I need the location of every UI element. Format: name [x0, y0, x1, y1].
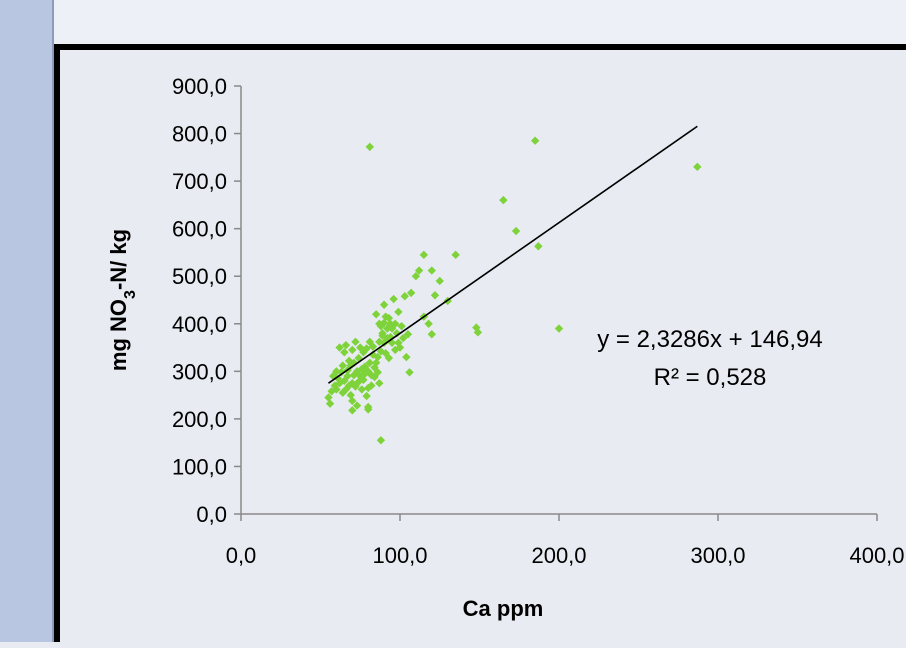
y-tick-label: 600,0 — [172, 217, 227, 242]
x-tick-label: 0,0 — [226, 543, 257, 568]
top-band — [54, 0, 906, 44]
data-point — [362, 344, 371, 353]
y-axis-title-part-2: -N/ kg — [106, 229, 131, 290]
data-point — [419, 250, 429, 260]
data-point — [364, 405, 373, 414]
data-point — [394, 307, 403, 317]
data-point — [365, 358, 374, 367]
y-axis-title-subscript: 3 — [122, 290, 139, 299]
y-tick-label: 500,0 — [172, 264, 227, 289]
data-point — [348, 345, 357, 355]
data-point — [362, 391, 371, 401]
side-panel — [0, 0, 54, 642]
data-point — [384, 353, 394, 363]
data-point — [403, 330, 413, 339]
data-points — [324, 136, 702, 445]
x-tick-label: 300,0 — [690, 543, 745, 568]
data-point — [368, 342, 378, 351]
data-point — [376, 436, 386, 445]
data-point — [693, 162, 702, 172]
data-point — [357, 385, 367, 394]
data-point — [451, 250, 460, 260]
y-tick-label: 800,0 — [172, 122, 227, 147]
data-point — [391, 319, 400, 328]
data-point — [411, 272, 421, 281]
trendline — [327, 125, 698, 384]
data-point — [324, 393, 333, 402]
chart-frame: 0,0 100,0 200,0 300,0 400,0 500,0 600,0 700,0 80… — [54, 44, 906, 642]
y-axis-ticks: 0,0 100,0 200,0 300,0 400,0 500,0 600,0 700,0 80… — [172, 74, 241, 527]
data-point — [499, 195, 508, 205]
data-point — [365, 142, 374, 152]
data-point — [348, 406, 357, 415]
data-point — [338, 361, 347, 370]
data-point — [398, 333, 408, 343]
data-point — [352, 401, 362, 410]
x-axis-title: Ca ppm — [463, 596, 544, 621]
data-point — [397, 321, 406, 331]
data-point — [395, 343, 405, 352]
data-point — [341, 340, 351, 350]
data-point — [554, 324, 564, 333]
data-point — [336, 368, 346, 377]
data-point — [534, 242, 543, 251]
data-point — [332, 385, 341, 394]
data-point — [414, 266, 424, 275]
x-tick-label: 100,0 — [372, 543, 427, 568]
y-tick-label: 400,0 — [172, 312, 227, 337]
data-point — [335, 343, 344, 352]
x-tick-label: 400,0 — [849, 543, 904, 568]
data-point — [351, 337, 360, 347]
x-axis-ticks: 0,0 100,0 200,0 300,0 400,0 — [226, 514, 905, 568]
trendline-r-squared: R² = 0,528 — [654, 364, 767, 391]
y-tick-label: 100,0 — [172, 454, 227, 479]
data-point — [379, 318, 389, 328]
data-point — [435, 276, 444, 286]
y-axis-title: mg NO3-N/ kg — [106, 229, 139, 371]
data-point — [340, 348, 349, 357]
y-tick-label: 200,0 — [172, 407, 227, 432]
data-point — [430, 291, 440, 300]
trendline-equation: y = 2,3286x + 146,94 — [597, 326, 823, 353]
data-point — [392, 329, 402, 338]
data-point — [389, 294, 398, 304]
data-point — [511, 226, 521, 236]
y-axis-title-part-1: mg NO — [106, 299, 131, 371]
scatter-chart: 0,0 100,0 200,0 300,0 400,0 500,0 600,0 700,0 80… — [106, 74, 905, 621]
data-point — [473, 328, 483, 337]
data-point — [402, 352, 411, 362]
data-point — [424, 319, 433, 328]
data-point — [373, 368, 382, 377]
data-point — [367, 381, 376, 390]
data-point — [405, 368, 414, 377]
y-tick-label: 0,0 — [196, 502, 227, 527]
y-tick-label: 700,0 — [172, 169, 227, 194]
data-point — [359, 375, 368, 385]
data-point — [373, 352, 382, 362]
data-point — [348, 396, 357, 406]
data-point — [427, 330, 436, 339]
data-point — [371, 310, 381, 319]
y-tick-label: 900,0 — [172, 74, 227, 99]
data-point — [379, 300, 389, 309]
data-point — [530, 136, 540, 145]
axes — [240, 86, 877, 515]
data-point — [343, 371, 352, 381]
data-point — [400, 291, 409, 301]
data-point — [427, 266, 436, 275]
x-tick-label: 200,0 — [531, 543, 586, 568]
data-point — [375, 379, 384, 388]
y-tick-label: 300,0 — [172, 359, 227, 384]
data-point — [325, 399, 335, 408]
trendline-group — [327, 125, 698, 384]
